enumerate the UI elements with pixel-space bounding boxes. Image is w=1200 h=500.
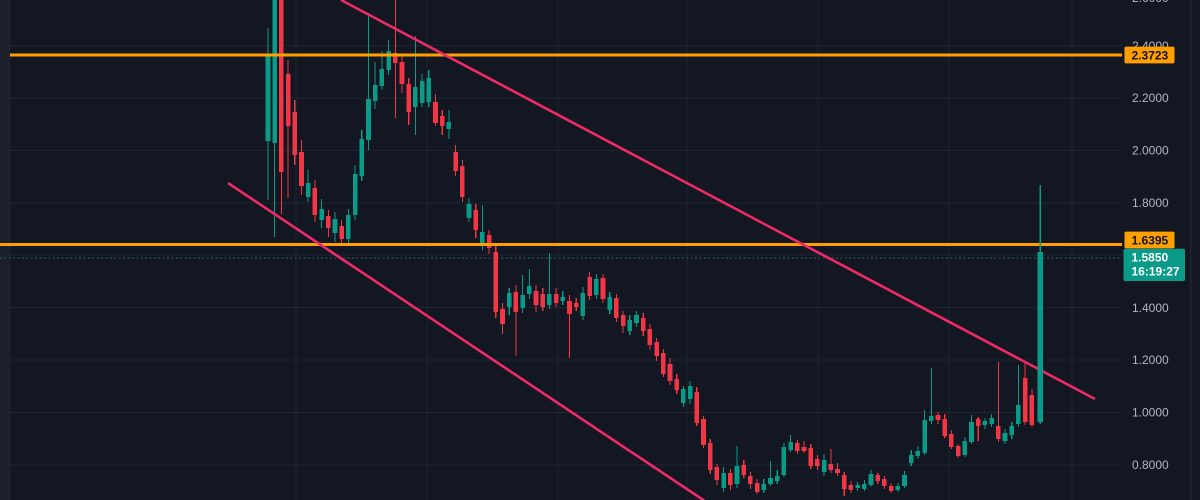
svg-text:16:19:27: 16:19:27 [1132,264,1180,278]
svg-text:2.6000: 2.6000 [1132,0,1169,5]
svg-text:0.8000: 0.8000 [1132,458,1169,472]
svg-text:2.2000: 2.2000 [1132,91,1169,105]
svg-text:1.4000: 1.4000 [1132,301,1169,315]
svg-text:2.3723: 2.3723 [1132,48,1169,62]
svg-text:1.8000: 1.8000 [1132,196,1169,210]
svg-text:1.6395: 1.6395 [1132,233,1169,247]
svg-text:2.0000: 2.0000 [1132,144,1169,158]
svg-text:1.0000: 1.0000 [1132,406,1169,420]
svg-text:1.5850: 1.5850 [1132,251,1169,265]
svg-text:1.2000: 1.2000 [1132,353,1169,367]
